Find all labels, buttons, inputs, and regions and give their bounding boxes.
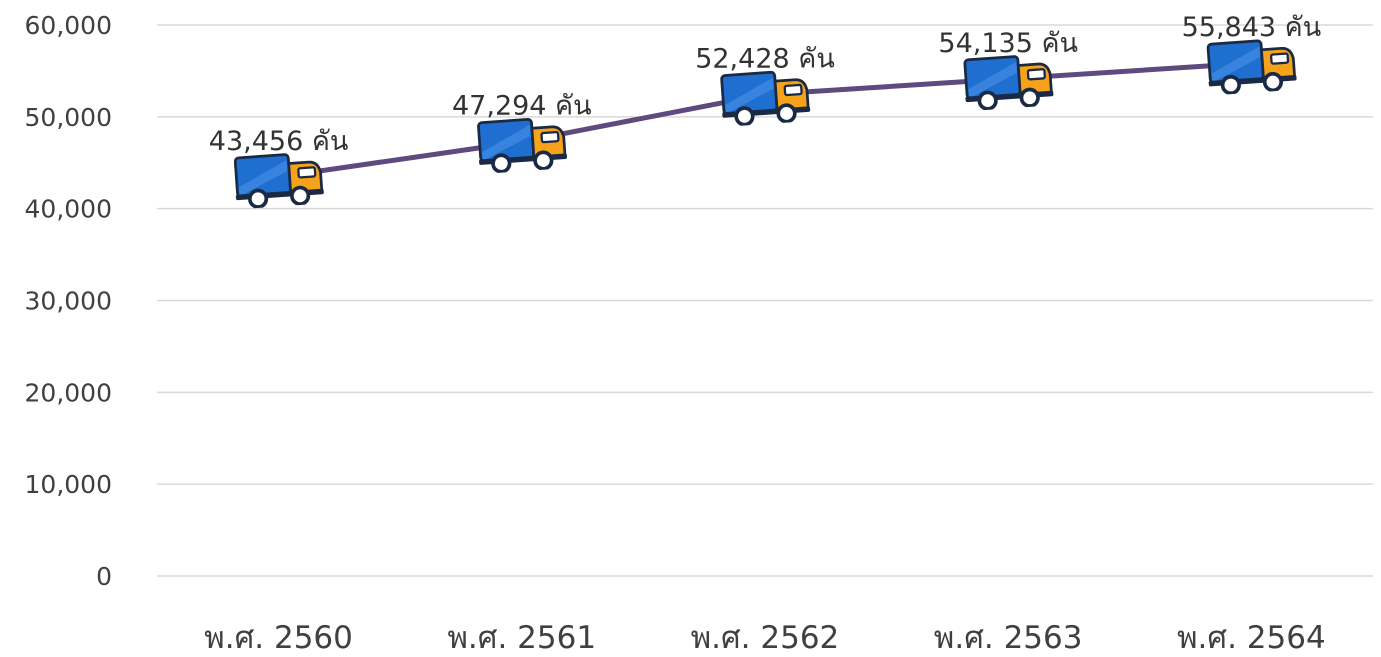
y-tick-label: 40,000: [25, 195, 112, 224]
data-label: 54,135 คัน: [938, 28, 1078, 59]
y-tick-label: 50,000: [25, 103, 112, 132]
truck-icon: [1204, 36, 1300, 96]
truck-icon: [474, 114, 570, 175]
data-label: 47,294 คัน: [452, 91, 592, 122]
data-label: 55,843 คัน: [1182, 12, 1322, 43]
x-tick-label: พ.ศ. 2563: [934, 620, 1083, 653]
y-tick-label: 10,000: [25, 470, 112, 499]
data-label: 43,456 คัน: [209, 126, 349, 157]
truck-icon: [960, 52, 1056, 112]
x-tick-label: พ.ศ. 2562: [691, 620, 840, 653]
y-tick-label: 20,000: [25, 378, 112, 407]
x-tick-label: พ.ศ. 2560: [204, 620, 353, 653]
y-tick-label: 60,000: [25, 11, 112, 40]
data-label: 52,428 คัน: [695, 44, 835, 75]
truck-icon: [717, 67, 813, 128]
x-tick-label: พ.ศ. 2564: [1177, 620, 1326, 653]
y-tick-label: 0: [96, 562, 112, 591]
x-tick-label: พ.ศ. 2561: [448, 620, 597, 653]
y-tick-label: 30,000: [25, 287, 112, 316]
truck-icon: [231, 150, 327, 210]
